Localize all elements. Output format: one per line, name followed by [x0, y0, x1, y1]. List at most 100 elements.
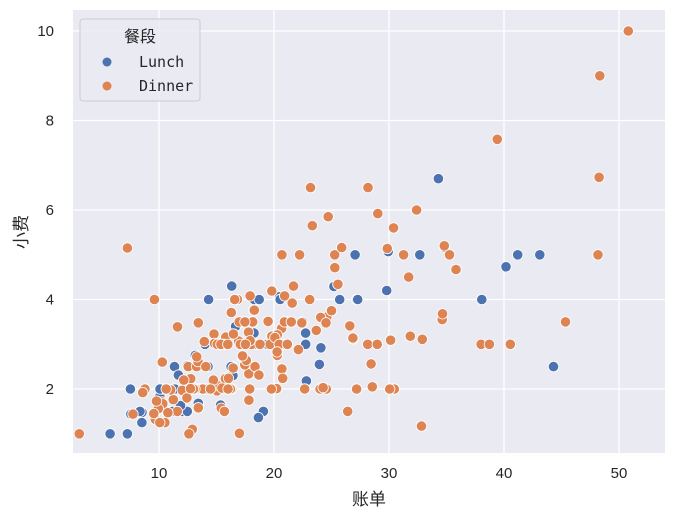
data-point-dinner: [491, 133, 503, 145]
data-point-dinner: [160, 383, 172, 395]
data-point-dinner: [306, 220, 318, 232]
data-point-dinner: [171, 321, 184, 333]
legend: 餐段 Lunch Dinner: [79, 18, 201, 102]
data-point-lunch: [136, 416, 148, 429]
data-point-dinner: [266, 285, 278, 297]
y-tick-label: 2: [46, 381, 54, 398]
data-point-dinner: [372, 208, 384, 220]
data-point-dinner: [362, 338, 374, 350]
data-point-dinner: [397, 249, 410, 261]
data-point-lunch: [315, 342, 327, 354]
data-point-dinner: [244, 383, 256, 395]
data-point-dinner: [121, 242, 134, 254]
data-point-dinner: [167, 394, 179, 406]
data-point-dinner: [192, 317, 204, 329]
data-point-dinner: [450, 263, 462, 276]
data-point-dinner: [592, 249, 604, 261]
data-point-lunch: [381, 284, 393, 297]
data-points: [73, 25, 634, 440]
data-point-dinner: [293, 249, 306, 261]
data-point-dinner: [265, 383, 277, 395]
data-point-dinner: [436, 308, 449, 320]
data-point-lunch: [500, 261, 512, 273]
data-point-dinner: [350, 383, 363, 395]
data-point-dinner: [332, 278, 344, 290]
data-point-dinner: [236, 350, 249, 362]
data-point-dinner: [384, 383, 396, 395]
data-point-dinner: [239, 316, 251, 328]
data-point-dinner: [253, 369, 265, 381]
legend-label-dinner: Dinner: [139, 77, 193, 95]
data-point-dinner: [415, 420, 428, 432]
y-tick-label: 8: [46, 113, 54, 130]
data-point-lunch: [299, 327, 312, 339]
data-point-dinner: [285, 316, 297, 328]
data-point-lunch: [124, 383, 136, 395]
data-point-dinner: [233, 427, 245, 439]
data-point-dinner: [227, 362, 239, 374]
data-point-lunch: [512, 249, 524, 261]
data-point-dinner: [366, 381, 378, 393]
data-point-dinner: [244, 290, 256, 302]
data-point-lunch: [226, 280, 238, 292]
data-point-dinner: [150, 395, 163, 407]
data-point-dinner: [317, 382, 329, 394]
data-point-dinner: [310, 324, 322, 336]
x-axis-ticks: 10 20 30 40 50: [151, 465, 628, 482]
data-point-dinner: [277, 372, 289, 384]
data-point-lunch: [547, 360, 560, 373]
data-point-dinner: [171, 405, 183, 417]
data-point-dinner: [278, 290, 291, 302]
data-point-dinner: [320, 317, 332, 329]
data-point-dinner: [162, 407, 174, 419]
legend-title: 餐段: [124, 27, 156, 46]
data-point-lunch: [352, 293, 364, 306]
y-tick-label: 10: [37, 23, 54, 40]
data-point-dinner: [347, 332, 359, 344]
data-point-dinner: [225, 306, 237, 319]
data-point-dinner: [594, 70, 606, 82]
data-point-lunch: [414, 249, 426, 261]
data-point-dinner: [222, 372, 235, 384]
y-tick-label: 6: [46, 202, 54, 219]
data-point-dinner: [287, 280, 300, 292]
data-point-dinner: [381, 242, 393, 255]
data-point-dinner: [336, 242, 348, 254]
y-axis-label: 小费: [12, 215, 32, 249]
legend-box: [79, 18, 201, 102]
data-point-dinner: [227, 328, 239, 340]
data-point-lunch: [349, 249, 361, 261]
data-point-dinner: [296, 317, 308, 329]
data-point-dinner: [593, 171, 605, 183]
data-point-dinner: [304, 182, 317, 194]
y-tick-label: 4: [46, 292, 54, 309]
data-point-dinner: [208, 328, 220, 340]
data-point-dinner: [504, 338, 516, 350]
legend-label-lunch: Lunch: [139, 53, 184, 71]
data-point-dinner: [403, 271, 415, 283]
data-point-dinner: [371, 338, 383, 350]
data-point-dinner: [178, 374, 190, 386]
data-point-dinner: [183, 428, 195, 440]
data-point-dinner: [362, 182, 374, 194]
legend-marker-dinner: [102, 81, 112, 91]
data-point-dinner: [410, 204, 423, 216]
data-point-dinner: [204, 383, 217, 395]
data-point-dinner: [262, 315, 274, 327]
data-point-dinner: [181, 392, 193, 404]
data-point-lunch: [313, 358, 325, 370]
data-point-dinner: [416, 333, 428, 345]
legend-marker-lunch: [102, 57, 112, 67]
data-point-dinner: [229, 293, 241, 306]
data-point-dinner: [254, 338, 266, 350]
data-point-dinner: [148, 407, 160, 420]
data-point-dinner: [286, 297, 298, 309]
data-point-dinner: [404, 330, 416, 342]
data-point-dinner: [342, 405, 354, 417]
x-tick-label: 10: [151, 465, 168, 482]
data-point-dinner: [137, 386, 149, 399]
data-point-dinner: [73, 428, 85, 440]
data-point-dinner: [438, 240, 450, 252]
data-point-dinner: [325, 305, 338, 317]
data-point-dinner: [222, 383, 234, 395]
